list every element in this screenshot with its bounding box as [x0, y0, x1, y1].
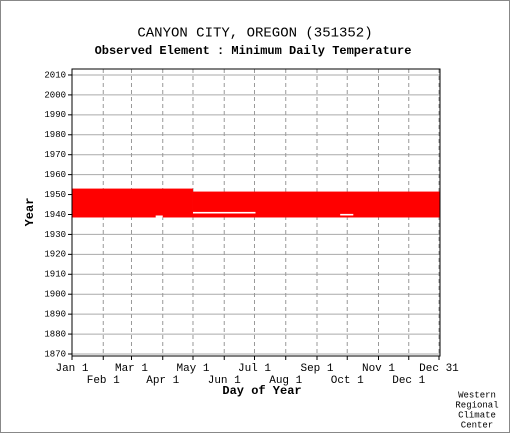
y-tick-label: 1930 — [44, 230, 66, 240]
x-tick-label: Jan 1 — [55, 363, 88, 375]
y-tick-label: 2000 — [44, 90, 66, 100]
chart-title: CANYON CITY, OREGON (351352) — [137, 26, 372, 42]
y-axis-label: Year — [23, 198, 37, 227]
y-tick-label: 1980 — [44, 130, 66, 140]
y-tick-label: 1970 — [44, 150, 66, 160]
x-tick-label: Dec 31 — [419, 363, 459, 375]
x-tick-label: Nov 1 — [362, 363, 395, 375]
y-tick-label: 1890 — [44, 310, 66, 320]
x-tick-label: Mar 1 — [115, 363, 148, 375]
x-tick-label: Feb 1 — [87, 375, 120, 387]
x-tick-label: Apr 1 — [146, 375, 179, 387]
y-tick-label: 1940 — [44, 210, 66, 220]
y-tick-label: 1950 — [44, 190, 66, 200]
x-tick-label: Jun 1 — [208, 375, 241, 387]
y-tick-label: 1870 — [44, 349, 66, 359]
y-tick-label: 1900 — [44, 290, 66, 300]
data-band — [192, 191, 440, 218]
y-tick-label: 1910 — [44, 270, 66, 280]
credit-line: Western — [458, 390, 496, 400]
data-gap — [192, 211, 256, 214]
chart-subtitle: Observed Element : Minimum Daily Tempera… — [95, 44, 412, 58]
x-tick-label: Dec 1 — [392, 375, 425, 387]
data-gap — [155, 215, 163, 218]
data-band — [72, 188, 193, 218]
y-tick-label: 1960 — [44, 170, 66, 180]
y-tick-label: 1880 — [44, 329, 66, 339]
y-tick-label: 1990 — [44, 110, 66, 120]
x-axis-label: Day of Year — [222, 384, 301, 398]
y-tick-label: 2010 — [44, 70, 66, 80]
y-tick-label: 1920 — [44, 250, 66, 260]
x-tick-label: Jul 1 — [238, 363, 271, 375]
x-tick-label: May 1 — [176, 363, 209, 375]
x-tick-label: Oct 1 — [331, 375, 364, 387]
credit-line: Regional — [455, 400, 498, 410]
x-tick-label: Aug 1 — [269, 375, 302, 387]
x-tick-label: Sep 1 — [300, 363, 333, 375]
data-gap — [340, 213, 354, 216]
credit-line: Climate — [458, 410, 496, 420]
plot-frame — [71, 68, 441, 357]
credit-line: Center — [461, 420, 493, 430]
